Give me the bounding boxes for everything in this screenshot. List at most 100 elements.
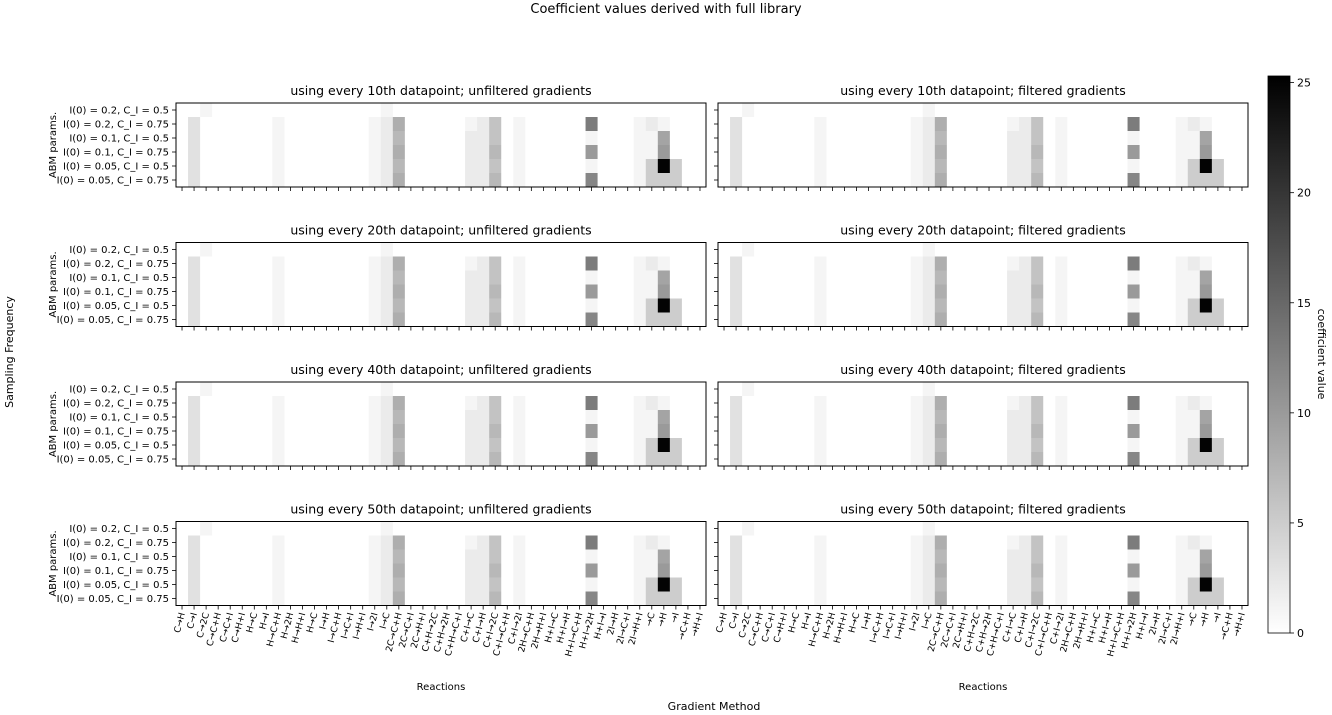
heatmap-cell	[609, 298, 623, 313]
heatmap-cell	[561, 242, 574, 257]
heatmap-cell	[573, 131, 586, 146]
heatmap-cell	[465, 438, 478, 453]
heatmap-cell	[260, 117, 273, 132]
heatmap-cell	[814, 312, 827, 327]
heatmap-cell	[693, 173, 707, 188]
heatmap-cell	[766, 284, 779, 299]
heatmap-cell	[814, 396, 827, 411]
heatmap-cell	[886, 131, 900, 146]
heatmap-cell	[1067, 173, 1080, 188]
heatmap-cell	[392, 535, 406, 550]
heatmap-cell	[428, 159, 442, 174]
heatmap-cell	[1019, 242, 1032, 257]
heatmap-cell	[718, 284, 731, 299]
heatmap-cell	[284, 396, 297, 411]
heatmap-cell	[995, 438, 1008, 453]
heatmap-cell	[1007, 382, 1020, 397]
heatmap-cell	[922, 270, 936, 285]
heatmap-cell	[441, 424, 454, 439]
heatmap-cell	[1139, 242, 1153, 257]
heatmap-cell	[754, 563, 767, 578]
heatmap-cell	[1187, 549, 1201, 564]
heatmap-cell	[790, 577, 803, 592]
heatmap-cell	[248, 549, 261, 564]
heatmap-cell	[1235, 382, 1249, 397]
heatmap-cell	[1127, 270, 1140, 285]
heatmap-cell	[549, 577, 562, 592]
heatmap-cell	[814, 382, 827, 397]
heatmap-cell	[585, 312, 598, 327]
heatmap-cell	[838, 103, 851, 118]
heatmap-cell	[778, 284, 791, 299]
heatmap-cell	[296, 173, 309, 188]
heatmap-cell	[838, 521, 851, 536]
heatmap-cell	[874, 563, 888, 578]
heatmap-cell	[802, 173, 815, 188]
heatmap-cell	[898, 424, 912, 439]
heatmap-cell	[1067, 131, 1080, 146]
heatmap-cell	[958, 549, 972, 564]
heatmap-cell	[368, 410, 382, 425]
heatmap-cell	[1223, 424, 1237, 439]
heatmap-cell	[332, 591, 346, 606]
heatmap-cell	[573, 535, 586, 550]
heatmap-cell	[910, 159, 924, 174]
heatmap-cell	[1151, 298, 1165, 313]
heatmap-cell	[272, 103, 285, 118]
heatmap-cell	[1091, 452, 1104, 467]
heatmap-cell	[718, 256, 731, 271]
heatmap-cell	[453, 452, 466, 467]
heatmap-cell	[609, 577, 623, 592]
heatmap-cell	[814, 424, 827, 439]
heatmap-cell	[1211, 298, 1225, 313]
heatmap-cell	[236, 563, 249, 578]
heatmap-cell	[754, 159, 767, 174]
heatmap-cell	[489, 521, 502, 536]
heatmap-cell	[730, 242, 743, 257]
heatmap-cell	[344, 159, 358, 174]
heatmap-cell	[416, 131, 430, 146]
heatmap-cell	[1115, 577, 1128, 592]
heatmap-cell	[778, 452, 791, 467]
heatmap-cell	[910, 549, 924, 564]
heatmap-cell	[1067, 521, 1080, 536]
heatmap-cell	[693, 117, 707, 132]
heatmap-cell	[236, 382, 249, 397]
heatmap-cell	[380, 438, 394, 453]
heatmap-cell	[1235, 549, 1249, 564]
heatmap-cell	[1175, 563, 1189, 578]
heatmap-cell	[742, 549, 755, 564]
heatmap-cell	[489, 256, 502, 271]
heatmap-cell	[1103, 270, 1116, 285]
heatmap-cell	[428, 549, 442, 564]
heatmap-cell	[597, 438, 611, 453]
heatmap-cell	[224, 382, 237, 397]
heatmap-cell	[428, 591, 442, 606]
panel-frame	[717, 521, 1249, 606]
heatmap-cell	[404, 159, 418, 174]
heatmap-cell	[886, 117, 900, 132]
heatmap-cell	[344, 298, 358, 313]
heatmap-cell	[730, 577, 743, 592]
heatmap-cell	[1007, 396, 1020, 411]
heatmap-cell	[200, 145, 213, 160]
heatmap-cell	[862, 521, 875, 536]
heatmap-cell	[1139, 549, 1153, 564]
panel-title: using every 20th datapoint; unfiltered g…	[290, 223, 591, 238]
heatmap-cell	[441, 549, 454, 564]
heatmap-cell	[946, 103, 960, 118]
heatmap-cell	[1187, 577, 1201, 592]
heatmap-cell	[380, 563, 394, 578]
heatmap-cell	[296, 591, 309, 606]
heatmap-cell	[1091, 298, 1104, 313]
heatmap-cell	[597, 256, 611, 271]
heatmap-cell	[597, 563, 611, 578]
panel-title: using every 20th datapoint; filtered gra…	[840, 223, 1126, 238]
heatmap-cell	[838, 549, 851, 564]
heatmap-cell	[489, 410, 502, 425]
heatmap-cell	[790, 284, 803, 299]
heatmap-cell	[826, 103, 839, 118]
heatmap-cell	[1187, 438, 1201, 453]
heatmap-cell	[681, 256, 695, 271]
heatmap-cell	[1043, 438, 1056, 453]
